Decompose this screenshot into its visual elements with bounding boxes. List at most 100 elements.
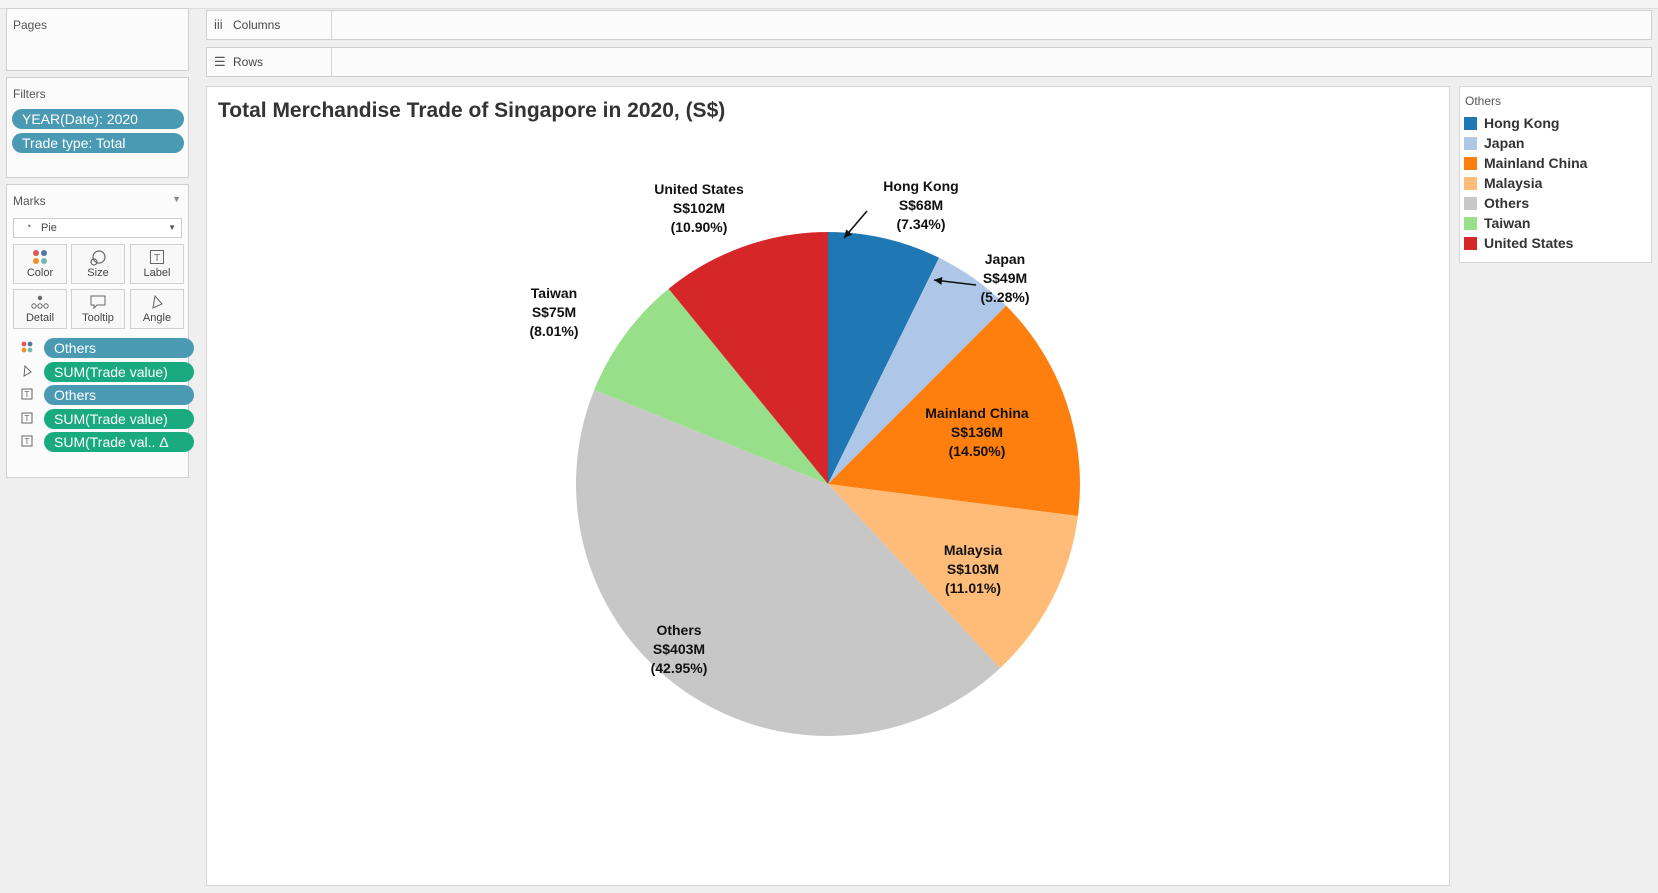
filter-pill-year[interactable]: YEAR(Date): 2020 xyxy=(12,109,184,129)
detail-button[interactable]: Detail xyxy=(13,289,67,329)
shelf-divider xyxy=(331,48,332,76)
filter-pill-trade-type[interactable]: Trade type: Total xyxy=(12,133,184,153)
pie-slice-japan[interactable] xyxy=(828,257,1007,484)
shelf-divider xyxy=(331,11,332,39)
columns-shelf[interactable]: iii Columns xyxy=(206,10,1652,40)
legend-item-label: United States xyxy=(1484,235,1574,251)
color-icon xyxy=(21,341,33,353)
slice-label-category: Taiwan xyxy=(531,285,577,301)
legend-item-malaysia[interactable]: Malaysia xyxy=(1464,174,1644,194)
label-icon: T xyxy=(131,249,183,267)
columns-label: Columns xyxy=(233,18,281,32)
marks-card: Marks ▼ ◔ Pie ▼ Color Size T Label Detai… xyxy=(6,184,194,478)
legend-title: Others xyxy=(1465,94,1502,108)
legend-swatch xyxy=(1464,197,1477,210)
color-legend: Others Hong Kong Japan Mainland China Ma… xyxy=(1459,86,1652,263)
rows-shelf[interactable]: ☰ Rows xyxy=(206,47,1652,77)
legend-item-label: Mainland China xyxy=(1484,155,1588,171)
legend-item-mainland-china[interactable]: Mainland China xyxy=(1464,154,1644,174)
slice-label-percent: (42.95%) xyxy=(651,660,708,676)
slice-label-category: Others xyxy=(656,622,701,638)
filters-title: Filters xyxy=(13,87,46,101)
viz-canvas: Total Merchandise Trade of Singapore in … xyxy=(206,86,1450,886)
slice-label-percent: (14.50%) xyxy=(949,443,1006,459)
slice-label-category: Mainland China xyxy=(925,405,1029,421)
chevron-down-icon: ▼ xyxy=(168,223,176,232)
slice-label-united-states: United States S$102M (10.90%) xyxy=(654,181,744,235)
color-button[interactable]: Color xyxy=(13,244,67,284)
legend-swatch xyxy=(1464,157,1477,170)
label-icon: T xyxy=(21,412,33,424)
leader-arrowhead-japan xyxy=(934,276,943,285)
legend-item-taiwan[interactable]: Taiwan xyxy=(1464,214,1644,234)
slice-label-percent: (5.28%) xyxy=(980,289,1029,305)
pie-slice-hong-kong[interactable] xyxy=(828,232,940,484)
color-icon xyxy=(14,249,66,267)
pie-chart: Hong Kong S$68M (7.34%) Japan S$49M (5.28%) Ma… xyxy=(529,178,1080,736)
label-icon: T xyxy=(21,388,33,400)
marks-field-row-label: T Others xyxy=(13,384,194,406)
mark-type-value: Pie xyxy=(41,222,57,234)
slice-label-category: Japan xyxy=(985,251,1025,267)
pie-slice-malaysia[interactable] xyxy=(828,484,1078,669)
label-button[interactable]: T Label xyxy=(130,244,184,284)
rows-icon: ☰ xyxy=(214,54,226,69)
marks-field-row-label: T SUM(Trade value) xyxy=(13,408,194,430)
marks-field-pill-others[interactable]: Others xyxy=(44,338,194,358)
legend-item-hong-kong[interactable]: Hong Kong xyxy=(1464,114,1644,134)
slice-label-category: Malaysia xyxy=(944,542,1003,558)
marks-field-row-label: T SUM(Trade val.. Δ xyxy=(13,431,194,453)
legend-swatch xyxy=(1464,137,1477,150)
pages-card[interactable]: Pages xyxy=(6,8,189,71)
slice-label-japan: Japan S$49M (5.28%) xyxy=(980,251,1029,305)
marks-field-row-angle: SUM(Trade value) xyxy=(13,361,194,383)
slice-label-percent: (8.01%) xyxy=(529,323,578,339)
tooltip-button[interactable]: Tooltip xyxy=(71,289,125,329)
slice-label-mainland-china: Mainland China S$136M (14.50%) xyxy=(925,405,1029,459)
rows-label: Rows xyxy=(233,55,264,69)
slice-label-category: United States xyxy=(654,181,744,197)
leader-arrowhead-hong-kong xyxy=(844,229,853,238)
slice-label-value: S$68M xyxy=(899,197,943,213)
angle-icon xyxy=(21,364,33,377)
legend-item-label: Japan xyxy=(1484,135,1525,151)
legend-item-others[interactable]: Others xyxy=(1464,194,1644,214)
slice-label-value: S$136M xyxy=(951,424,1003,440)
marks-field-pill-sum-trade-value[interactable]: SUM(Trade value) xyxy=(44,362,194,382)
pie-slice-united-states[interactable] xyxy=(668,232,828,484)
size-button[interactable]: Size xyxy=(71,244,125,284)
legend-swatch xyxy=(1464,237,1477,250)
top-toolbar-strip xyxy=(0,0,1658,9)
pie-slice-others[interactable] xyxy=(576,389,1001,736)
angle-button[interactable]: Angle xyxy=(130,289,184,329)
label-icon: T xyxy=(21,435,33,447)
svg-text:T: T xyxy=(25,390,30,399)
slice-label-category: Hong Kong xyxy=(883,178,958,194)
columns-icon: iii xyxy=(214,17,223,32)
slice-label-malaysia: Malaysia S$103M (11.01%) xyxy=(944,542,1003,596)
angle-icon xyxy=(131,294,183,312)
legend-item-label: Hong Kong xyxy=(1484,115,1560,131)
size-button-label: Size xyxy=(87,267,109,279)
marks-collapse-icon[interactable]: ▼ xyxy=(172,194,181,204)
legend-swatch xyxy=(1464,117,1477,130)
slice-label-value: S$103M xyxy=(947,561,999,577)
legend-item-label: Malaysia xyxy=(1484,175,1543,191)
legend-swatch xyxy=(1464,177,1477,190)
pie-slice-mainland-china[interactable] xyxy=(828,305,1080,517)
legend-item-united-states[interactable]: United States xyxy=(1464,234,1644,254)
slice-label-value: S$102M xyxy=(673,200,725,216)
slice-label-value: S$403M xyxy=(653,641,705,657)
pie-slice-taiwan[interactable] xyxy=(594,288,828,484)
slice-label-value: S$49M xyxy=(983,270,1027,286)
marks-field-pill-sum-trade-value-label[interactable]: SUM(Trade value) xyxy=(44,409,194,429)
mark-type-dropdown[interactable]: ◔ Pie ▼ xyxy=(13,218,182,238)
marks-field-pill-percent-of-total[interactable]: SUM(Trade val.. Δ xyxy=(44,432,194,452)
pie-mark-icon: ◔ xyxy=(25,221,32,233)
slice-label-taiwan: Taiwan S$75M (8.01%) xyxy=(529,285,578,339)
slice-label-percent: (7.34%) xyxy=(896,216,945,232)
svg-text:T: T xyxy=(25,414,30,423)
legend-item-japan[interactable]: Japan xyxy=(1464,134,1644,154)
legend-item-label: Taiwan xyxy=(1484,215,1531,231)
marks-field-pill-others-label[interactable]: Others xyxy=(44,385,194,405)
